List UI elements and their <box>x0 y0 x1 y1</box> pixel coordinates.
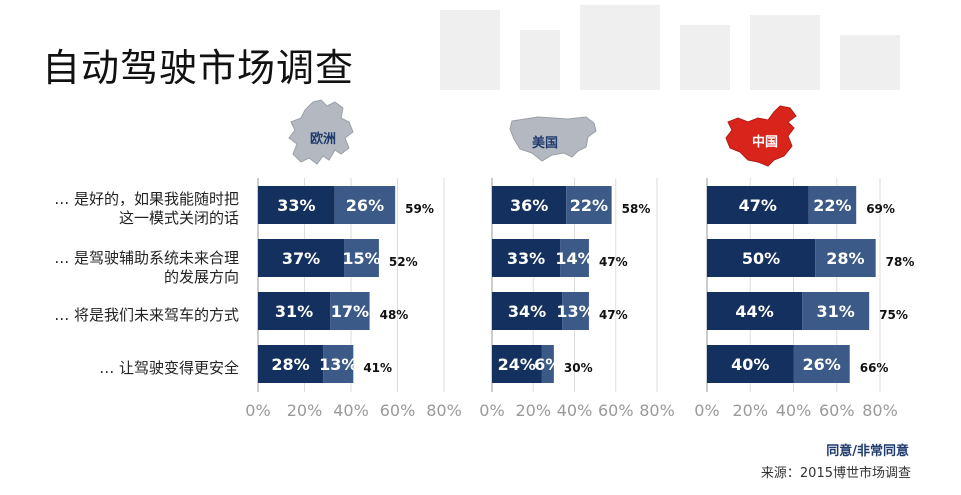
page-title: 自动驾驶市场调查 <box>42 46 355 91</box>
total-label-usa-row3: 47% <box>599 308 628 322</box>
total-label-usa-row1: 58% <box>622 202 651 216</box>
data-label-europe-row3-seg1: 31% <box>275 302 313 321</box>
tick-label-usa-0: 0% <box>479 401 504 420</box>
bar-europe-row2-seg2 <box>344 239 379 277</box>
total-label-china-row4: 66% <box>860 361 889 375</box>
data-label-china-row4-seg2: 26% <box>802 355 840 374</box>
data-label-china-row1-seg2: 22% <box>813 196 851 215</box>
data-label-usa-row4-seg1: 24% <box>498 355 536 374</box>
bar-usa-row4-seg2 <box>541 345 554 383</box>
bar-europe-row3-seg2 <box>330 292 370 330</box>
bar-china-row4-seg2 <box>793 345 850 383</box>
bar-china-row2-seg1 <box>707 239 816 277</box>
region-label-usa: 美国 <box>532 136 559 151</box>
legend-note: 同意/非常同意 <box>826 444 909 459</box>
data-label-europe-row2-seg1: 37% <box>282 249 320 268</box>
total-label-europe-row4: 41% <box>363 361 392 375</box>
bar-europe-row1-seg1 <box>258 186 335 224</box>
total-label-usa-row2: 47% <box>599 255 628 269</box>
europe-map-icon <box>288 99 354 165</box>
data-label-europe-row3-seg2: 17% <box>331 302 369 321</box>
total-label-europe-row2: 52% <box>389 255 418 269</box>
bar-usa-row3-seg1 <box>492 292 563 330</box>
region-europe: 欧洲 <box>283 98 363 170</box>
tick-label-china-4: 80% <box>862 401 898 420</box>
data-label-europe-row1-seg2: 26% <box>346 196 384 215</box>
bar-china-row2-seg2 <box>815 239 876 277</box>
bar-usa-row2-seg2 <box>560 239 589 277</box>
row-label-4: … 让驾驶变得更安全 <box>99 359 239 377</box>
tick-label-usa-2: 40% <box>557 401 593 420</box>
bar-usa-row4-seg1 <box>492 345 542 383</box>
row-label-2: … 是驾驶辅助系统未来合理 的发展方向 <box>54 249 239 286</box>
data-label-china-row1-seg1: 47% <box>739 196 777 215</box>
tick-label-europe-1: 20% <box>287 401 323 420</box>
data-label-europe-row4-seg2: 13% <box>319 355 357 374</box>
tick-label-europe-0: 0% <box>245 401 270 420</box>
tick-label-china-0: 0% <box>694 401 719 420</box>
data-label-usa-row3-seg1: 34% <box>508 302 546 321</box>
bar-usa-row1-seg2 <box>566 186 612 224</box>
data-label-europe-row2-seg2: 15% <box>342 249 380 268</box>
data-label-usa-row3-seg2: 13% <box>556 302 594 321</box>
total-label-europe-row3: 48% <box>380 308 409 322</box>
region-china: 中国 <box>724 104 804 168</box>
tick-label-usa-4: 80% <box>639 401 675 420</box>
china-map-icon <box>725 105 797 167</box>
region-usa: 美国 <box>508 113 600 163</box>
data-label-europe-row4-seg1: 28% <box>271 355 309 374</box>
data-label-usa-row1-seg1: 36% <box>510 196 548 215</box>
data-label-china-row4-seg1: 40% <box>731 355 769 374</box>
total-label-china-row1: 69% <box>866 202 895 216</box>
data-label-china-row3-seg1: 44% <box>735 302 773 321</box>
bar-china-row4-seg1 <box>707 345 794 383</box>
bar-europe-row2-seg1 <box>258 239 345 277</box>
usa-map-icon <box>509 116 597 162</box>
total-label-usa-row4: 30% <box>564 361 593 375</box>
bar-china-row3-seg2 <box>802 292 870 330</box>
bar-europe-row4-seg1 <box>258 345 324 383</box>
bar-china-row1-seg1 <box>707 186 809 224</box>
source-note: 来源：2015博世市场调查 <box>760 466 911 481</box>
bar-europe-row1-seg2 <box>334 186 396 224</box>
tick-label-europe-4: 80% <box>426 401 462 420</box>
data-label-china-row3-seg2: 31% <box>817 302 855 321</box>
region-label-europe: 欧洲 <box>310 132 337 147</box>
data-label-usa-row2-seg1: 33% <box>507 249 545 268</box>
tick-label-usa-3: 60% <box>598 401 634 420</box>
tick-label-europe-2: 40% <box>333 401 369 420</box>
data-label-usa-row4-seg2: 6% <box>534 355 561 374</box>
data-label-china-row2-seg1: 50% <box>742 249 780 268</box>
data-label-usa-row2-seg2: 14% <box>555 249 593 268</box>
row-label-1: … 是好的，如果我能随时把 这一模式关闭的话 <box>54 190 239 227</box>
region-label-china: 中国 <box>752 135 779 150</box>
tick-label-europe-3: 60% <box>380 401 416 420</box>
data-label-usa-row1-seg2: 22% <box>570 196 608 215</box>
bar-europe-row4-seg2 <box>323 345 354 383</box>
row-label-3: … 将是我们未来驾车的方式 <box>54 306 239 324</box>
bar-china-row1-seg2 <box>808 186 857 224</box>
bar-usa-row1-seg1 <box>492 186 567 224</box>
tick-label-usa-1: 20% <box>515 401 551 420</box>
tick-label-china-3: 60% <box>819 401 855 420</box>
total-label-china-row2: 78% <box>886 255 915 269</box>
bar-china-row3-seg1 <box>707 292 803 330</box>
bar-europe-row3-seg1 <box>258 292 331 330</box>
bar-usa-row3-seg2 <box>562 292 589 330</box>
tick-label-china-2: 40% <box>776 401 812 420</box>
total-label-europe-row1: 59% <box>405 202 434 216</box>
tick-label-china-1: 20% <box>732 401 768 420</box>
data-label-china-row2-seg2: 28% <box>826 249 864 268</box>
total-label-china-row3: 75% <box>879 308 908 322</box>
background-watermark <box>440 5 900 90</box>
bar-usa-row2-seg1 <box>492 239 561 277</box>
data-label-europe-row1-seg1: 33% <box>277 196 315 215</box>
